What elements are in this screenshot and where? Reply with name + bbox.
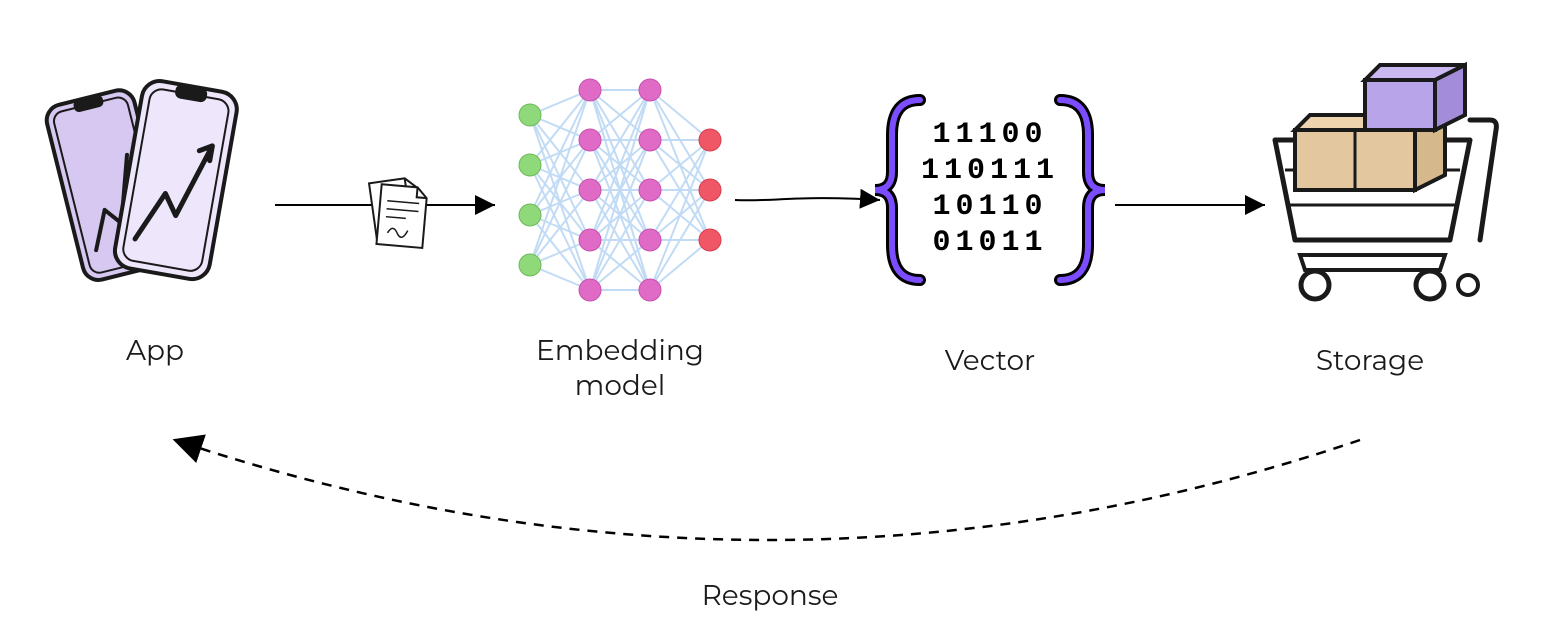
response-label: Response	[702, 579, 839, 613]
document-icon	[369, 177, 427, 248]
vector-row-0: 11100	[932, 118, 1047, 152]
arrow-embedding-to-vector	[735, 198, 880, 200]
embedding-node	[519, 79, 721, 301]
storage-label: Storage	[1316, 344, 1424, 378]
vector-row-2: 10110	[932, 190, 1047, 224]
embedding-label-2: model	[575, 369, 666, 403]
vector-label: Vector	[945, 344, 1035, 378]
app-label: App	[126, 334, 184, 368]
storage-node	[1275, 65, 1496, 299]
app-node	[43, 78, 239, 283]
vector-row-1: 110111	[921, 154, 1059, 188]
embedding-label-1: Embedding	[536, 334, 704, 368]
vector-row-3: 01011	[932, 226, 1047, 260]
vector-node: 11100 110111 10110 01011	[875, 100, 1105, 280]
arrow-response	[175, 440, 1360, 540]
